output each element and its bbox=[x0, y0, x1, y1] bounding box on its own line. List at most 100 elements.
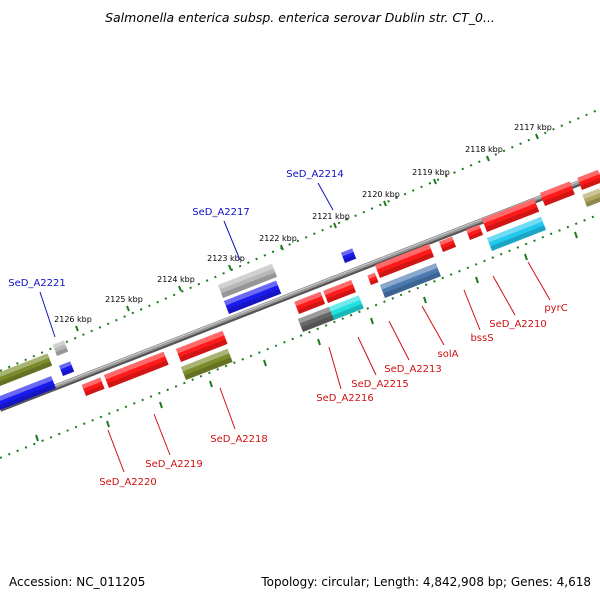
tick-label: 2119 kbp bbox=[412, 168, 450, 177]
feature-red-4[interactable] bbox=[294, 291, 326, 314]
feature-red-8-highlight bbox=[466, 224, 481, 234]
feature-cyan[interactable] bbox=[328, 295, 364, 320]
feature-red-1-body[interactable] bbox=[81, 377, 105, 396]
gene-label[interactable]: solA bbox=[438, 349, 459, 360]
gene-label[interactable]: SeD_A2217 bbox=[192, 207, 250, 218]
feature-darkgray-body[interactable] bbox=[297, 306, 335, 332]
gene-label[interactable]: SeD_A2214 bbox=[286, 169, 344, 180]
feature-skyblue[interactable] bbox=[486, 216, 547, 251]
feature-olive-reverse[interactable] bbox=[180, 348, 233, 380]
feature-red-7-body[interactable] bbox=[439, 236, 457, 252]
feature-blue-small-highlight bbox=[59, 361, 72, 370]
feature-red-3-highlight bbox=[175, 330, 225, 354]
feature-red-4-body[interactable] bbox=[294, 291, 326, 314]
feature-steelblue[interactable] bbox=[379, 263, 441, 298]
feature-red-tiny-highlight bbox=[367, 272, 377, 279]
feature-blue-small-2-shadow bbox=[343, 255, 357, 263]
feature-red-2-body[interactable] bbox=[103, 351, 169, 388]
feature-red-tiny-body[interactable] bbox=[367, 272, 379, 285]
tick-mark bbox=[535, 133, 539, 140]
tick-label: 2120 kbp bbox=[362, 190, 400, 199]
leader-line bbox=[328, 346, 342, 390]
feature-red-1[interactable] bbox=[81, 377, 105, 396]
feature-red-tiny[interactable] bbox=[367, 272, 379, 285]
feature-red-6-body[interactable] bbox=[374, 243, 435, 278]
feature-red-5[interactable] bbox=[323, 279, 356, 303]
gene-label[interactable]: SeD_A2220 bbox=[99, 477, 157, 488]
map-title: Salmonella enterica subsp. enterica sero… bbox=[105, 10, 495, 25]
gene-label[interactable]: SeD_A2215 bbox=[351, 379, 409, 390]
feature-blue-small-2[interactable] bbox=[341, 248, 357, 263]
feature-red-8-body[interactable] bbox=[466, 224, 484, 240]
feature-red-edge[interactable] bbox=[577, 169, 600, 190]
feature-olive-forward-body[interactable] bbox=[0, 353, 53, 386]
feature-blue-small-2-body[interactable] bbox=[341, 248, 357, 263]
feature-khaki-edge-body[interactable] bbox=[582, 188, 600, 207]
feature-red-5-shadow bbox=[326, 287, 356, 303]
leader-line bbox=[463, 289, 481, 331]
minor-tick bbox=[423, 296, 427, 304]
tick-label: 2123 kbp bbox=[207, 254, 245, 263]
feature-steelblue-shadow bbox=[383, 271, 441, 298]
gene-label[interactable]: bssS bbox=[470, 333, 493, 344]
gene-label[interactable]: pyrC bbox=[544, 303, 567, 314]
feature-olive-reverse-body[interactable] bbox=[180, 348, 233, 380]
feature-red-6[interactable] bbox=[374, 243, 435, 278]
feature-silver-forward-body[interactable] bbox=[217, 263, 278, 298]
gene-label[interactable]: SeD_A2218 bbox=[210, 434, 268, 445]
gene-label[interactable]: SeD_A2221 bbox=[8, 278, 66, 289]
feature-red-4-shadow bbox=[297, 299, 326, 314]
gene-label[interactable]: SeD_A2219 bbox=[145, 459, 203, 470]
feature-silver-small-body[interactable] bbox=[52, 340, 69, 356]
feature-red-1-shadow bbox=[84, 384, 105, 396]
feature-cyan-body[interactable] bbox=[328, 295, 364, 320]
leader-line bbox=[388, 320, 410, 361]
feature-red-6-shadow bbox=[378, 252, 435, 278]
tick-label: 2122 kbp bbox=[259, 234, 297, 243]
feature-red-3[interactable] bbox=[175, 330, 228, 362]
feature-darkgray[interactable] bbox=[297, 306, 335, 332]
feature-red-10-body[interactable] bbox=[539, 181, 575, 206]
feature-skyblue-body[interactable] bbox=[486, 216, 547, 251]
feature-blue-forward-2[interactable] bbox=[223, 280, 282, 314]
feature-skyblue-highlight bbox=[486, 216, 543, 243]
minor-tick bbox=[317, 338, 321, 346]
feature-blue-forward-2-body[interactable] bbox=[223, 280, 282, 314]
feature-red-edge-body[interactable] bbox=[577, 169, 600, 190]
ticks-layer: 2117 kbp 2118 kbp 2119 kbp 2120 kbp 2121 kbp… bbox=[35, 123, 578, 442]
feature-red-5-body[interactable] bbox=[323, 279, 356, 303]
feature-red-edge-shadow bbox=[580, 177, 600, 190]
gene-label[interactable]: SeD_A2210 bbox=[489, 319, 547, 330]
feature-red-10[interactable] bbox=[539, 181, 575, 206]
feature-red-2-shadow bbox=[107, 360, 169, 388]
feature-blue-small[interactable] bbox=[59, 361, 75, 376]
labels-layer[interactable]: SeD_A2214 SeD_A2217 SeD_A2221 pyrC SeD_A2210… bbox=[8, 169, 567, 488]
feature-olive-forward[interactable] bbox=[0, 353, 53, 386]
feature-khaki-edge[interactable] bbox=[582, 188, 600, 207]
feature-red-3-body[interactable] bbox=[175, 330, 228, 362]
feature-silver-forward[interactable] bbox=[217, 263, 278, 298]
tick-mark bbox=[333, 222, 337, 229]
feature-silver-small-highlight bbox=[52, 340, 66, 349]
feature-blue-small-body[interactable] bbox=[59, 361, 75, 376]
feature-blue-forward-highlight bbox=[0, 376, 53, 403]
features-layer[interactable] bbox=[0, 169, 600, 410]
feature-silver-small[interactable] bbox=[52, 340, 69, 356]
gene-label[interactable]: SeD_A2213 bbox=[384, 364, 442, 375]
tick-mark bbox=[228, 264, 232, 271]
feature-blue-forward[interactable] bbox=[0, 376, 56, 410]
feature-olive-forward-highlight bbox=[0, 353, 50, 379]
feature-red-8-shadow bbox=[468, 231, 484, 240]
tick-mark bbox=[433, 178, 437, 185]
feature-red-7[interactable] bbox=[439, 236, 457, 252]
feature-red-2[interactable] bbox=[103, 351, 169, 388]
feature-steelblue-body[interactable] bbox=[379, 263, 441, 298]
feature-red-9[interactable] bbox=[481, 198, 540, 232]
feature-red-9-body[interactable] bbox=[481, 198, 540, 232]
feature-blue-forward-body[interactable] bbox=[0, 376, 56, 410]
minor-tick bbox=[159, 401, 163, 409]
gene-label[interactable]: SeD_A2216 bbox=[316, 393, 374, 404]
tick-label: 2125 kbp bbox=[105, 295, 143, 304]
feature-red-8[interactable] bbox=[466, 224, 484, 240]
